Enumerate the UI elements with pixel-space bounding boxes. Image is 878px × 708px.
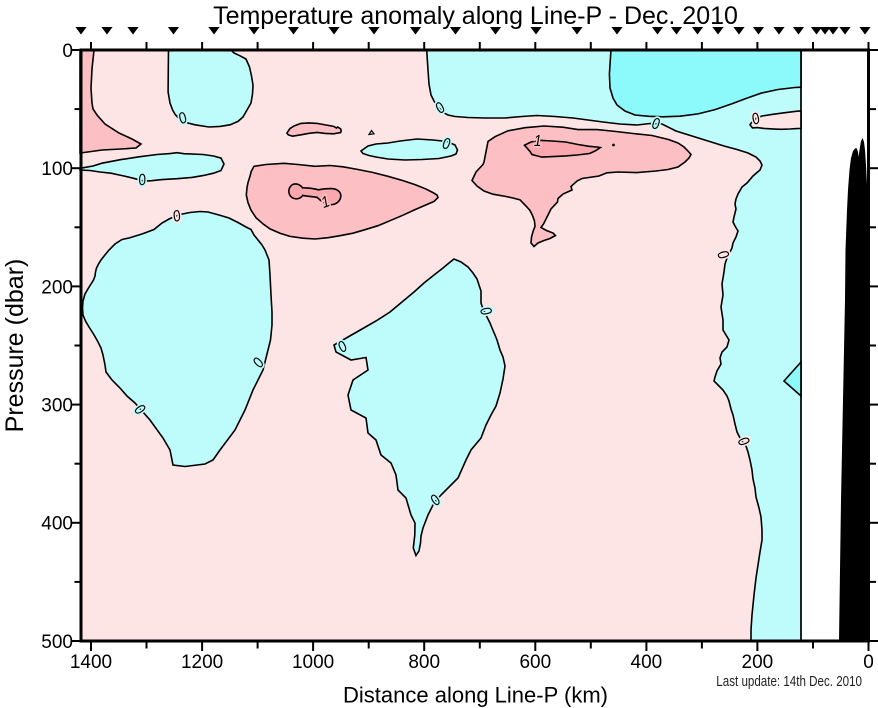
svg-text:200: 200 (742, 652, 774, 673)
svg-text:800: 800 (408, 652, 440, 673)
svg-text:Last update: 14th Dec. 2010: Last update: 14th Dec. 2010 (716, 673, 862, 690)
svg-text:Distance along Line-P (km): Distance along Line-P (km) (343, 683, 608, 708)
svg-text:Pressure (dbar): Pressure (dbar) (1, 259, 29, 433)
svg-text:1400: 1400 (70, 652, 112, 673)
svg-text:100: 100 (41, 159, 73, 180)
svg-text:0: 0 (62, 41, 73, 62)
svg-text:Temperature anomaly along Line: Temperature anomaly along Line-P - Dec. … (213, 2, 738, 30)
svg-text:300: 300 (41, 396, 73, 417)
svg-text:200: 200 (41, 277, 73, 298)
svg-text:1200: 1200 (181, 652, 223, 673)
svg-text:1000: 1000 (292, 652, 334, 673)
svg-text:400: 400 (631, 652, 663, 673)
svg-text:0: 0 (863, 652, 874, 673)
svg-text:600: 600 (519, 652, 551, 673)
svg-text:1: 1 (534, 133, 542, 150)
svg-text:400: 400 (41, 514, 73, 535)
svg-text:500: 500 (41, 632, 73, 653)
